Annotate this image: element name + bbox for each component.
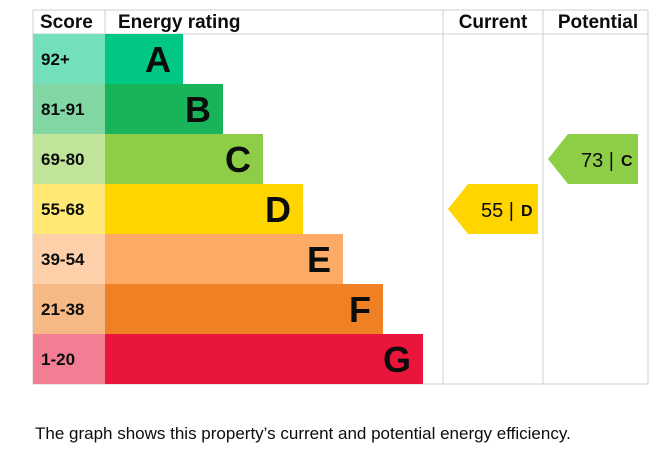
band-bar-c bbox=[105, 134, 263, 184]
score-cell-a bbox=[33, 34, 105, 84]
band-letter-c: C bbox=[225, 139, 251, 180]
header-potential: Potential bbox=[558, 12, 638, 33]
band-bar-g bbox=[105, 334, 423, 384]
band-bar-e bbox=[105, 234, 343, 284]
score-cell-f bbox=[33, 284, 105, 334]
band-bar-d bbox=[105, 184, 303, 234]
potential-value: 73 | bbox=[581, 150, 614, 172]
rating-bands: 92+ A 81-91 B 69-80 C 55-68 D 39-54 E 21-38 F 1-20 G bbox=[33, 34, 423, 384]
chart-caption: The graph shows this property’s current … bbox=[35, 424, 571, 443]
score-label-g: 1-20 bbox=[41, 350, 75, 369]
score-label-e: 39-54 bbox=[41, 250, 85, 269]
potential-letter: C bbox=[621, 153, 633, 170]
score-label-f: 21-38 bbox=[41, 300, 84, 319]
band-letter-f: F bbox=[349, 289, 371, 330]
score-cell-c bbox=[33, 134, 105, 184]
current-value: 55 | bbox=[481, 200, 514, 222]
current-arrow-shape bbox=[448, 184, 538, 234]
potential-arrow-shape bbox=[548, 134, 638, 184]
score-label-b: 81-91 bbox=[41, 100, 84, 119]
header-score: Score bbox=[40, 12, 93, 33]
band-letter-b: B bbox=[185, 89, 211, 130]
score-label-d: 55-68 bbox=[41, 200, 84, 219]
band-letter-g: G bbox=[383, 339, 411, 380]
score-cell-e bbox=[33, 234, 105, 284]
score-label-c: 69-80 bbox=[41, 150, 84, 169]
band-bar-f bbox=[105, 284, 383, 334]
band-bar-a bbox=[105, 34, 183, 84]
current-letter: D bbox=[521, 203, 533, 220]
score-cell-d bbox=[33, 184, 105, 234]
current-rating-arrow: 55 | D bbox=[448, 184, 538, 234]
header-energy-rating: Energy rating bbox=[118, 12, 240, 33]
rating-arrows: 55 | D 73 | C bbox=[448, 134, 638, 234]
energy-rating-chart: Score Energy rating Current Potential 92… bbox=[32, 9, 649, 385]
band-bar-b bbox=[105, 84, 223, 134]
potential-rating-arrow: 73 | C bbox=[548, 134, 638, 184]
band-letter-a: A bbox=[145, 39, 171, 80]
band-letter-d: D bbox=[265, 189, 291, 230]
score-cell-b bbox=[33, 84, 105, 134]
score-cell-g bbox=[33, 334, 105, 384]
score-label-a: 92+ bbox=[41, 50, 70, 69]
band-letter-e: E bbox=[307, 239, 331, 280]
header-current: Current bbox=[459, 12, 528, 33]
